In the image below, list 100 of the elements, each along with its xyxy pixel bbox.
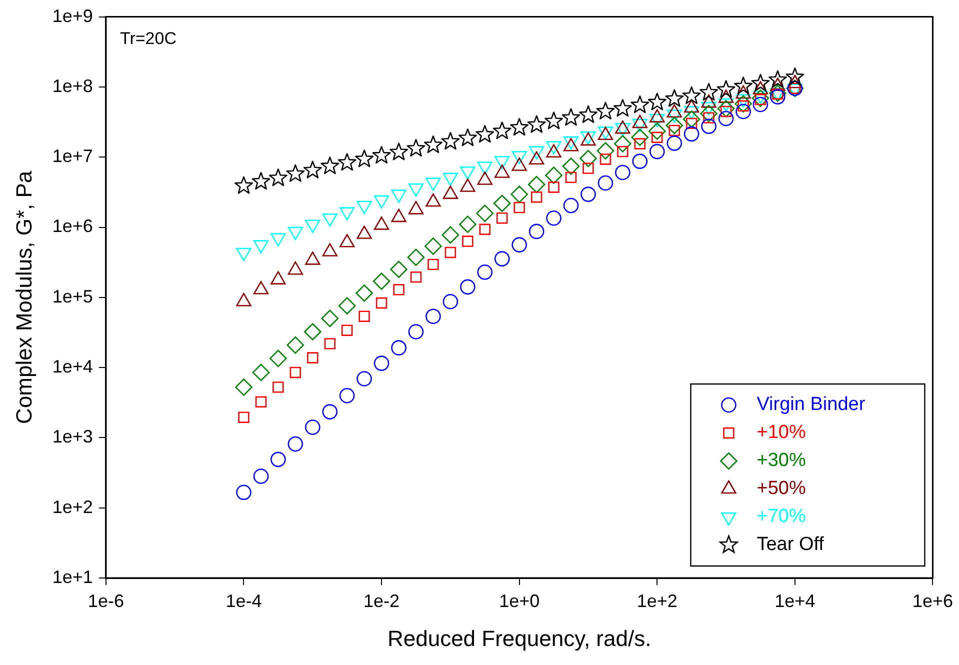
point [545, 166, 562, 184]
point [682, 110, 700, 128]
point [252, 364, 270, 382]
x-tick-label: 1e+0 [499, 590, 540, 611]
point [510, 118, 529, 136]
point [372, 146, 391, 164]
point [477, 264, 493, 280]
point [600, 154, 612, 165]
point [544, 112, 563, 130]
point [341, 324, 353, 336]
point [734, 95, 752, 112]
point [648, 92, 666, 110]
point [579, 105, 598, 123]
x-tick-label: 1e+4 [774, 590, 816, 611]
point [268, 168, 288, 186]
point [769, 84, 786, 102]
y-tick-label: 1e+4 [52, 356, 93, 377]
point [426, 308, 441, 324]
point [717, 100, 735, 118]
point [632, 154, 648, 169]
point [751, 74, 770, 92]
point [596, 142, 614, 160]
point [321, 310, 339, 328]
point [494, 251, 510, 266]
point [510, 186, 528, 203]
point [424, 136, 442, 154]
point [320, 156, 340, 174]
point [582, 162, 594, 174]
point [442, 226, 460, 244]
point [613, 99, 632, 117]
point [376, 297, 388, 309]
point [666, 136, 682, 151]
point [238, 412, 250, 423]
point [476, 124, 494, 143]
point [303, 160, 322, 178]
point [356, 371, 372, 386]
point [634, 138, 646, 150]
point [460, 279, 476, 295]
point [286, 336, 304, 354]
point [701, 118, 716, 134]
legend-label: +50% [756, 478, 806, 500]
point [410, 271, 422, 283]
point [338, 297, 356, 314]
point [514, 202, 525, 214]
point [358, 310, 370, 322]
point [648, 122, 666, 140]
legend-label: Virgin Binder [756, 394, 866, 416]
point [428, 258, 439, 270]
point [444, 246, 456, 258]
y-tick-label: 1e+3 [52, 426, 93, 447]
point [441, 132, 460, 150]
point [479, 224, 490, 235]
point [493, 194, 511, 212]
x-tick-label: 1e-6 [88, 590, 124, 611]
y-tick-label: 1e+2 [52, 496, 93, 517]
y-tick-label: 1e+6 [52, 216, 93, 236]
point [718, 110, 734, 126]
point [530, 192, 542, 203]
point [322, 404, 338, 420]
point [768, 70, 787, 88]
point [682, 86, 701, 104]
point [512, 237, 527, 252]
point [476, 204, 494, 222]
point [442, 294, 458, 310]
point [665, 89, 684, 107]
point [372, 272, 390, 290]
point [390, 142, 408, 160]
point [684, 126, 700, 142]
point [630, 96, 650, 114]
point [408, 324, 424, 340]
point [393, 284, 404, 296]
point [617, 146, 628, 158]
point [752, 96, 768, 112]
y-tick-label: 1e+7 [52, 146, 93, 166]
y-tick-label: 1e+5 [52, 286, 93, 306]
point [770, 89, 786, 104]
point [286, 164, 305, 182]
point [734, 76, 752, 94]
point [652, 132, 663, 143]
x-tick-label: 1e+6 [912, 590, 953, 611]
point [339, 388, 355, 404]
annotation: Tr=20C [120, 28, 176, 48]
point [565, 172, 577, 184]
point [580, 150, 597, 168]
point [596, 102, 615, 120]
point [355, 150, 374, 168]
point [356, 284, 373, 302]
x-tick-label: 1e-4 [226, 590, 262, 611]
point [307, 352, 318, 364]
point [562, 108, 580, 126]
point [424, 238, 442, 255]
point [615, 164, 630, 180]
point [270, 350, 287, 368]
point [324, 338, 336, 350]
point [407, 248, 425, 266]
y-tick-label: 1e+1 [52, 566, 93, 587]
point [546, 210, 562, 226]
point [716, 80, 736, 98]
point [235, 378, 252, 396]
point [492, 122, 512, 140]
